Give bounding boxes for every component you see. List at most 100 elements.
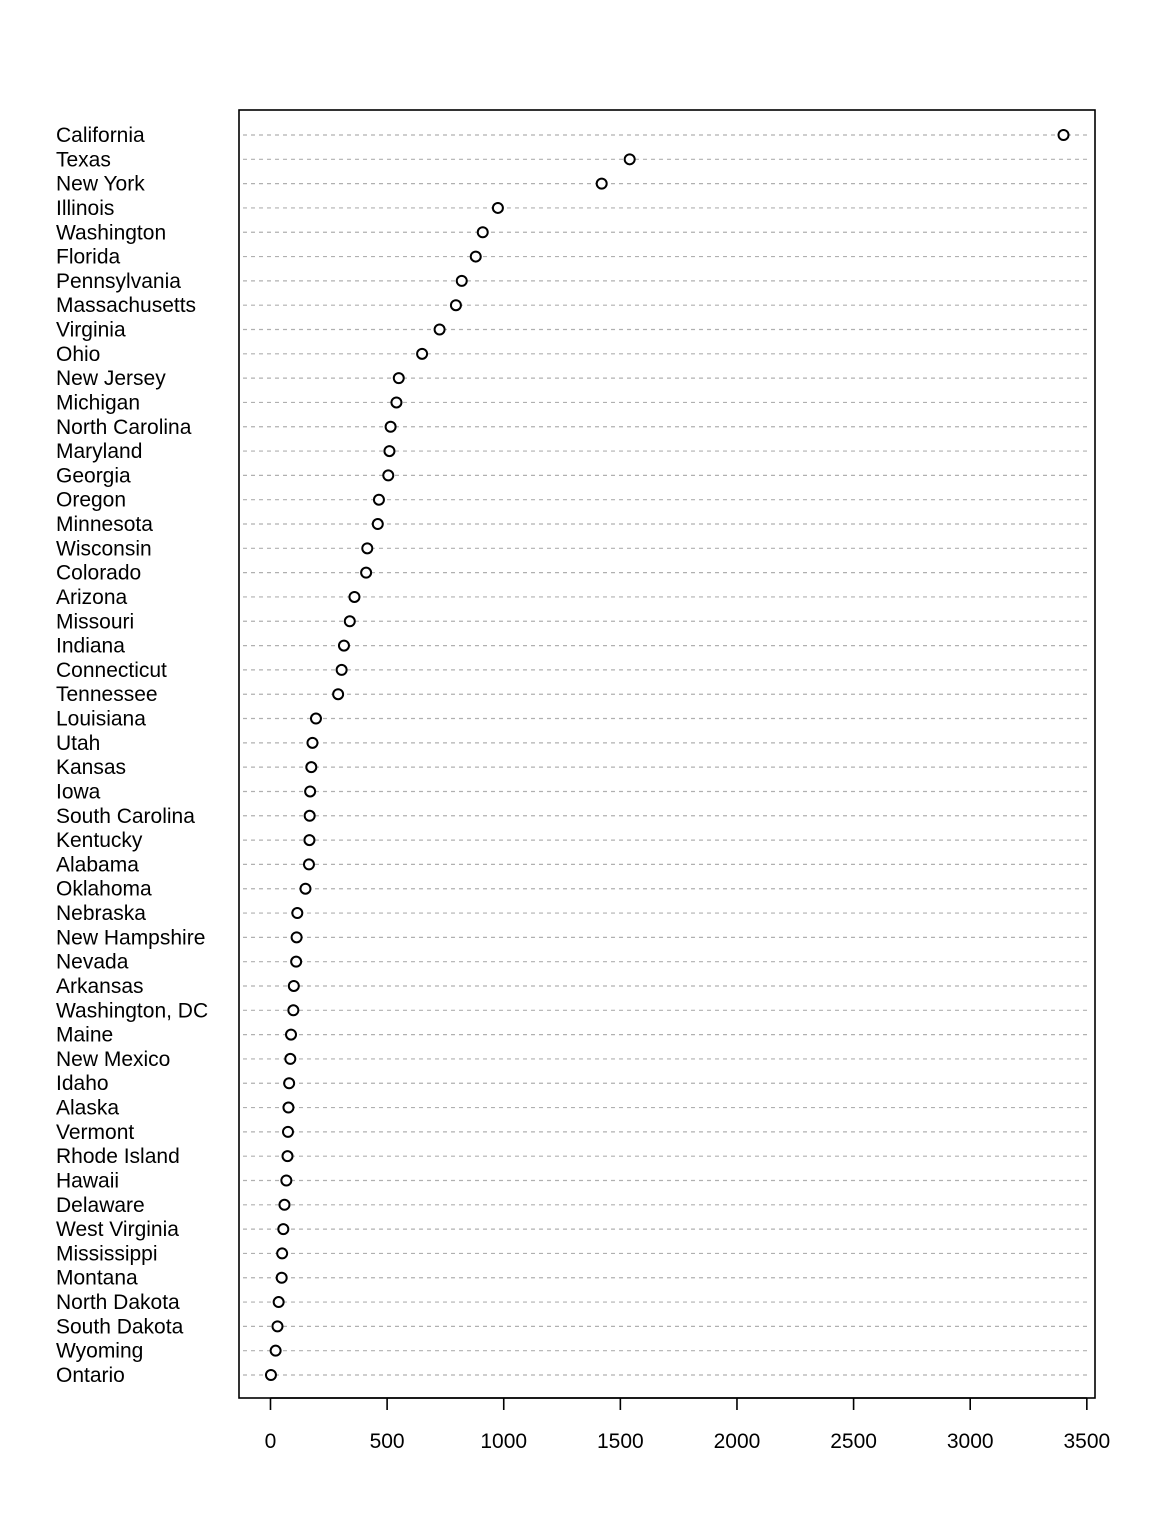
point-kansas: [305, 761, 318, 774]
point-pennsylvania: [455, 274, 468, 287]
point-hawaii: [280, 1174, 293, 1187]
category-label-california: California: [56, 124, 145, 147]
category-label-new-mexico: New Mexico: [56, 1048, 170, 1071]
category-label-minnesota: Minnesota: [56, 513, 153, 536]
category-label-alabama: Alabama: [56, 853, 139, 876]
x-tick-label-2000: 2000: [714, 1430, 761, 1453]
category-label-oregon: Oregon: [56, 489, 126, 512]
point-georgia: [382, 469, 395, 482]
category-label-connecticut: Connecticut: [56, 659, 167, 682]
point-wyoming: [269, 1344, 282, 1357]
point-ohio: [416, 347, 429, 360]
x-tick-label-500: 500: [370, 1430, 405, 1453]
point-minnesota: [371, 518, 384, 531]
category-label-washington-dc: Washington, DC: [56, 999, 208, 1022]
category-label-new-jersey: New Jersey: [56, 367, 166, 390]
category-label-wisconsin: Wisconsin: [56, 537, 152, 560]
grid-lines: [243, 134, 1091, 1376]
category-label-ohio: Ohio: [56, 343, 100, 366]
point-connecticut: [335, 663, 348, 676]
category-label-missouri: Missouri: [56, 610, 134, 633]
point-delaware: [278, 1198, 291, 1211]
category-label-new-york: New York: [56, 173, 145, 196]
point-oklahoma: [299, 882, 312, 895]
point-vermont: [281, 1125, 294, 1138]
category-label-hawaii: Hawaii: [56, 1169, 119, 1192]
point-montana: [275, 1271, 288, 1284]
category-label-south-dakota: South Dakota: [56, 1315, 184, 1338]
point-new-york: [595, 177, 608, 190]
x-tick-label-3500: 3500: [1063, 1430, 1110, 1453]
category-label-nevada: Nevada: [56, 951, 129, 974]
point-alabama: [302, 858, 315, 871]
point-florida: [469, 250, 482, 263]
category-label-louisiana: Louisiana: [56, 708, 146, 731]
point-texas: [623, 153, 636, 166]
point-arizona: [348, 590, 361, 603]
point-washington-dc: [287, 1004, 300, 1017]
point-colorado: [360, 566, 373, 579]
x-axis: 0 500 1000 1500 2000 2500 3000 3500: [265, 1397, 1110, 1453]
category-label-delaware: Delaware: [56, 1194, 145, 1217]
data-points: [264, 129, 1070, 1381]
point-maryland: [383, 445, 396, 458]
category-label-colorado: Colorado: [56, 562, 141, 585]
point-new-hampshire: [290, 931, 303, 944]
x-tick-label-0: 0: [265, 1430, 277, 1453]
category-label-washington: Washington: [56, 221, 166, 244]
point-south-carolina: [303, 809, 316, 822]
category-label-maine: Maine: [56, 1024, 113, 1047]
category-label-alaska: Alaska: [56, 1097, 119, 1120]
point-new-mexico: [284, 1052, 297, 1065]
point-iowa: [304, 785, 317, 798]
category-label-ontario: Ontario: [56, 1364, 125, 1387]
category-label-oklahoma: Oklahoma: [56, 878, 152, 901]
category-label-arkansas: Arkansas: [56, 975, 144, 998]
category-label-rhode-island: Rhode Island: [56, 1145, 180, 1168]
x-tick-label-1000: 1000: [480, 1430, 527, 1453]
category-label-georgia: Georgia: [56, 464, 131, 487]
point-massachusetts: [449, 299, 462, 312]
category-label-north-carolina: North Carolina: [56, 416, 192, 439]
category-label-north-dakota: North Dakota: [56, 1291, 180, 1314]
category-label-south-carolina: South Carolina: [56, 805, 195, 828]
category-label-wyoming: Wyoming: [56, 1340, 143, 1363]
point-rhode-island: [281, 1150, 294, 1163]
category-label-kansas: Kansas: [56, 756, 126, 779]
category-label-maryland: Maryland: [56, 440, 142, 463]
point-arkansas: [287, 979, 300, 992]
category-label-idaho: Idaho: [56, 1072, 109, 1095]
point-idaho: [283, 1077, 296, 1090]
category-label-virginia: Virginia: [56, 319, 126, 342]
category-label-arizona: Arizona: [56, 586, 128, 609]
category-label-tennessee: Tennessee: [56, 683, 158, 706]
point-north-dakota: [272, 1296, 285, 1309]
x-tick-label-3000: 3000: [947, 1430, 994, 1453]
point-indiana: [337, 639, 350, 652]
category-label-michigan: Michigan: [56, 391, 140, 414]
point-illinois: [491, 201, 504, 214]
point-washington: [476, 226, 489, 239]
point-kentucky: [303, 834, 316, 847]
point-south-dakota: [271, 1320, 284, 1333]
point-louisiana: [309, 712, 322, 725]
point-missouri: [343, 615, 356, 628]
category-label-texas: Texas: [56, 148, 111, 171]
point-virginia: [433, 323, 446, 336]
x-tick-label-1500: 1500: [597, 1430, 644, 1453]
category-label-mississippi: Mississippi: [56, 1242, 158, 1265]
point-maine: [285, 1028, 298, 1041]
category-label-vermont: Vermont: [56, 1121, 134, 1144]
category-label-montana: Montana: [56, 1267, 138, 1290]
point-utah: [306, 736, 319, 749]
point-north-carolina: [384, 420, 397, 433]
category-label-utah: Utah: [56, 732, 100, 755]
point-tennessee: [332, 688, 345, 701]
category-label-massachusetts: Massachusetts: [56, 294, 196, 317]
category-label-iowa: Iowa: [56, 780, 101, 803]
point-oregon: [372, 493, 385, 506]
x-tick-label-2500: 2500: [830, 1430, 877, 1453]
category-label-west-virginia: West Virginia: [56, 1218, 179, 1241]
point-mississippi: [276, 1247, 289, 1260]
